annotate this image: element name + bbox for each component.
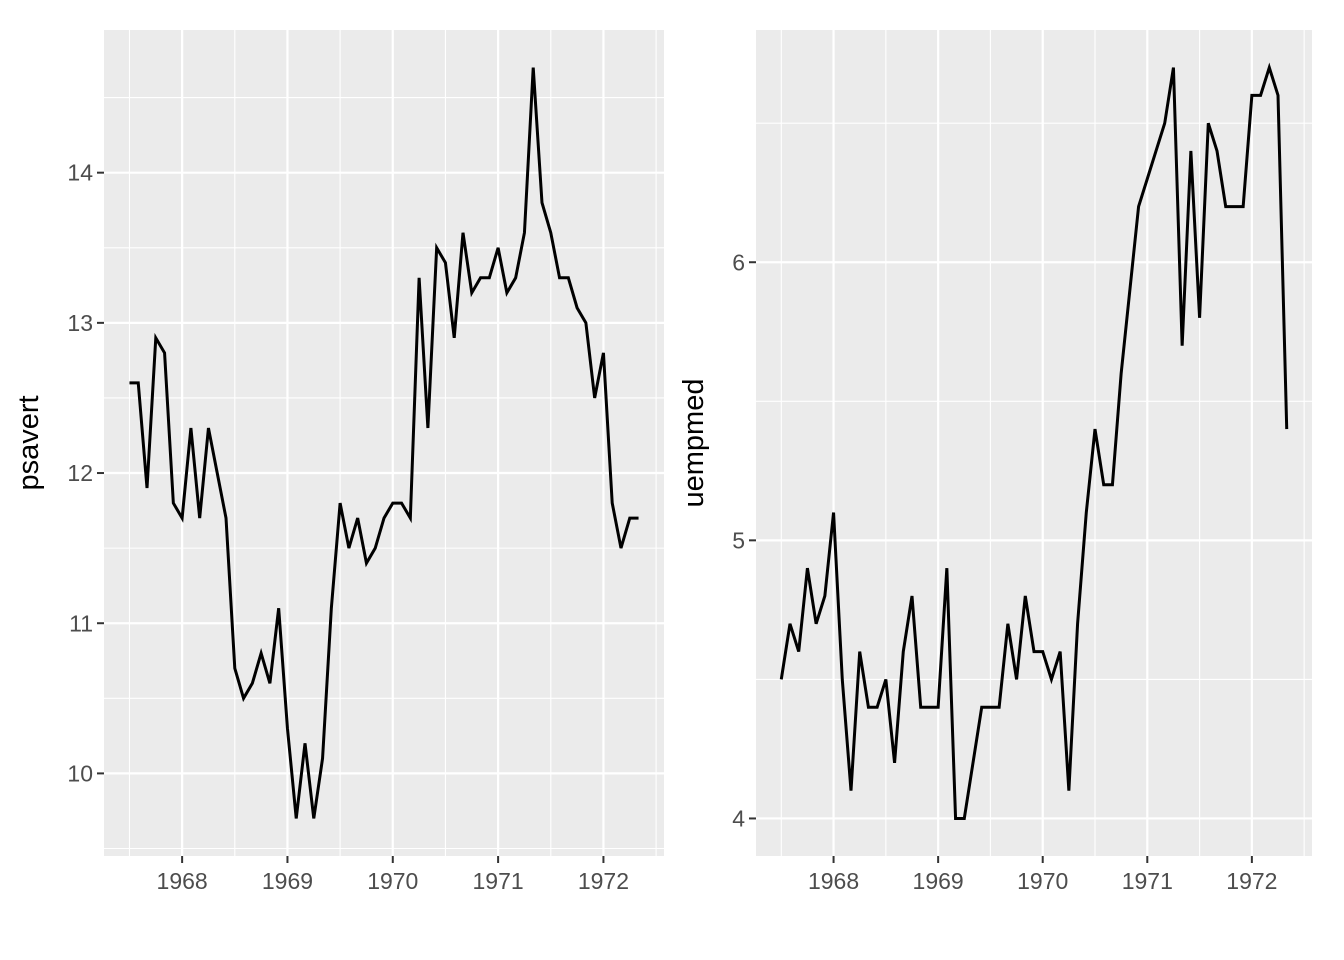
x-tick-label: 1968 bbox=[808, 868, 859, 894]
x-axis-ticks bbox=[181, 856, 605, 863]
x-tick-label: 1970 bbox=[367, 868, 418, 894]
psavert-series-line bbox=[129, 67, 639, 819]
x-tick-label: 1972 bbox=[1226, 868, 1277, 894]
y-tick-label: 12 bbox=[67, 460, 93, 486]
y-axis-ticks bbox=[749, 261, 756, 820]
x-axis-labels: 1968 1969 1970 1971 1972 bbox=[157, 868, 629, 894]
psavert-line-chart: 1968 1969 1970 1971 1972 10 11 12 13 14 psavert bbox=[13, 30, 664, 894]
uempmed-line-chart: 1968 1969 1970 1971 1972 4 5 6 uempmed bbox=[678, 30, 1312, 894]
x-tick-label: 1972 bbox=[578, 868, 629, 894]
grid-minor bbox=[104, 30, 664, 856]
x-axis-labels: 1968 1969 1970 1971 1972 bbox=[808, 868, 1277, 894]
x-tick-label: 1969 bbox=[913, 868, 964, 894]
x-tick-label: 1970 bbox=[1017, 868, 1068, 894]
x-tick-label: 1968 bbox=[157, 868, 208, 894]
y-tick-label: 13 bbox=[67, 310, 93, 336]
x-axis-ticks bbox=[832, 856, 1253, 863]
x-tick-label: 1971 bbox=[473, 868, 524, 894]
x-tick-label: 1969 bbox=[262, 868, 313, 894]
y-tick-label: 11 bbox=[69, 610, 93, 636]
x-tick-label: 1971 bbox=[1122, 868, 1173, 894]
y-tick-label: 14 bbox=[67, 160, 93, 186]
panel-background bbox=[756, 30, 1312, 856]
panel-background bbox=[104, 30, 664, 856]
y-tick-label: 5 bbox=[732, 527, 745, 553]
y-tick-label: 6 bbox=[732, 249, 745, 275]
psavert-figure: 1968 1969 1970 1971 1972 10 11 12 13 14 psavert bbox=[13, 30, 664, 894]
grid-major bbox=[756, 30, 1312, 856]
y-axis-labels: 4 5 6 bbox=[732, 249, 745, 831]
y-axis-labels: 10 11 12 13 14 bbox=[67, 160, 93, 787]
grid-major bbox=[104, 30, 664, 856]
uempmed-figure: 1968 1969 1970 1971 1972 4 5 6 uempmed bbox=[672, 0, 1344, 960]
uempmed-series-line bbox=[779, 62, 1289, 820]
y-axis-title: uempmed bbox=[678, 379, 710, 508]
y-axis-title: psavert bbox=[13, 395, 45, 490]
y-tick-label: 10 bbox=[67, 760, 93, 786]
y-tick-label: 4 bbox=[732, 806, 745, 832]
y-axis-ticks bbox=[97, 171, 104, 775]
